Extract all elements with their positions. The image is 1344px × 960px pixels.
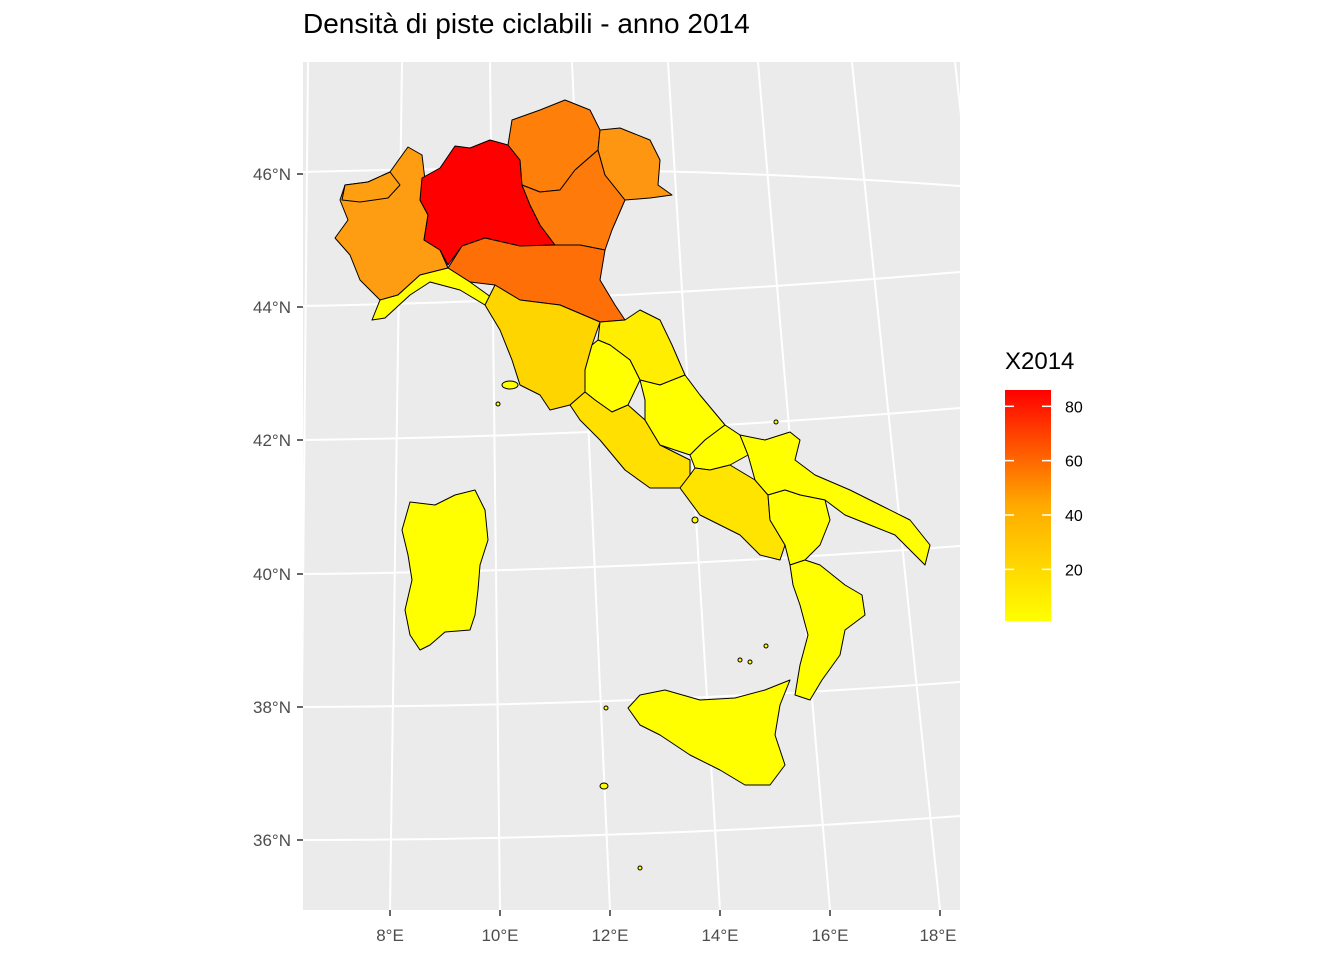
- legend-tick-label: 40: [1065, 508, 1083, 525]
- eolie-island-1: [737, 657, 743, 663]
- region-sicilia: [627, 679, 791, 786]
- lat-tick-label: 38°N: [253, 698, 291, 717]
- lon-tick-label: 8°E: [376, 926, 404, 945]
- pantelleria-island: [599, 782, 609, 790]
- lon-tick-label: 12°E: [591, 926, 628, 945]
- legend-tick-label: 60: [1065, 454, 1083, 471]
- lon-tick-label: 14°E: [701, 926, 738, 945]
- minor-islands: [495, 380, 779, 871]
- regions: [334, 99, 931, 786]
- capri-island: [691, 516, 699, 524]
- legend-title: X2014: [1005, 348, 1075, 375]
- region-calabria: [789, 559, 866, 701]
- meridian-18: [851, 62, 941, 910]
- lon-tick-label: 18°E: [919, 926, 956, 945]
- map-title: Densità di piste ciclabili - anno 2014: [303, 8, 750, 39]
- lat-tick-label: 44°N: [253, 298, 291, 317]
- egadi-island: [603, 705, 609, 711]
- lat-tick-label: 42°N: [253, 431, 291, 450]
- region-friuli: [597, 127, 673, 201]
- region-lazio: [569, 391, 691, 489]
- lat-tick-label: 40°N: [253, 565, 291, 584]
- meridian-6: [303, 62, 309, 699]
- lampedusa-island: [637, 865, 643, 871]
- elba-island: [501, 380, 519, 390]
- region-basilicata: [767, 489, 831, 566]
- legend-colorbar: [1005, 390, 1051, 621]
- legend-tick-label: 80: [1065, 399, 1083, 416]
- eolie-island-2: [747, 659, 753, 665]
- legend-tick-label: 20: [1065, 562, 1083, 579]
- legend-ticks: 80 60 40 20: [1005, 399, 1083, 579]
- lat-tick-label: 46°N: [253, 165, 291, 184]
- legend: 80 60 40 20: [1005, 390, 1083, 621]
- lon-tick-label: 10°E: [481, 926, 518, 945]
- parallel-36: [303, 815, 960, 841]
- tremiti-island: [773, 419, 779, 425]
- lat-tick-label: 36°N: [253, 831, 291, 850]
- region-valle-aosta: [341, 171, 401, 203]
- parallel-38: [303, 681, 960, 708]
- eolie-island-3: [763, 643, 769, 649]
- region-emilia: [447, 237, 626, 323]
- region-veneto: [521, 149, 626, 251]
- lon-tick-label: 16°E: [811, 926, 848, 945]
- lat-axis: 46°N 44°N 42°N 40°N 38°N 36°N: [253, 165, 303, 850]
- region-sardegna: [401, 489, 489, 651]
- giglio-island: [495, 401, 501, 407]
- lon-axis: 8°E 10°E 12°E 14°E 16°E 18°E: [376, 910, 957, 945]
